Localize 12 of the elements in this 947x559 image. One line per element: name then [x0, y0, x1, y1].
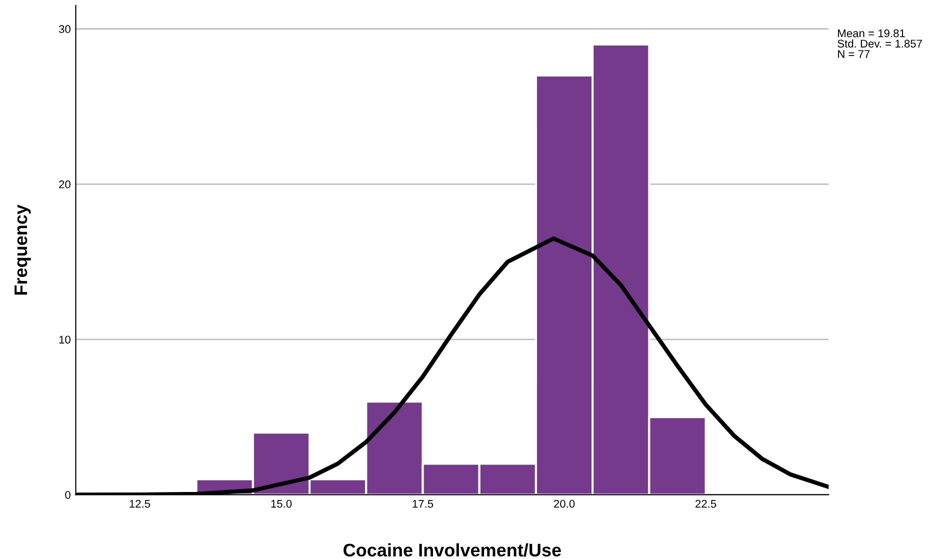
x-tick-label: 22.5 [696, 500, 716, 508]
x-tick-label: 17.5 [412, 500, 434, 508]
y-tick-label: 0 [65, 490, 70, 499]
x-tick-label: 20.0 [554, 500, 575, 508]
y-axis-title: Frequency [14, 204, 31, 295]
x-axis-title: Cocaine Involvement/Use [344, 543, 561, 557]
text: Mean = 19.81 Std. Dev. = 1.857 N = 77 [838, 29, 922, 58]
y-tick-label: 10 [59, 336, 70, 344]
x-tick-label: 12.5 [130, 500, 150, 508]
y-tick-label: 30 [58, 25, 70, 34]
x-tick-label: 15.0 [271, 500, 292, 508]
y-tick-label: 20 [59, 180, 70, 188]
